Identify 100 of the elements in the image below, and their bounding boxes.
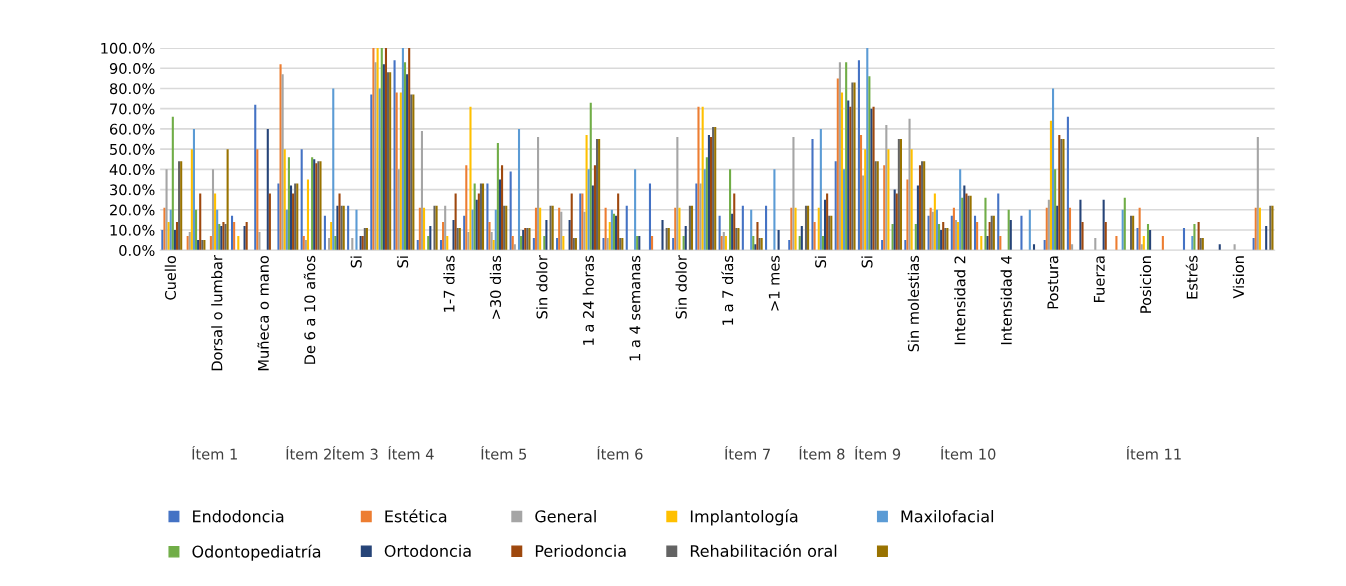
bar — [283, 149, 286, 251]
bar — [720, 236, 723, 251]
bar — [195, 209, 198, 251]
y-tick-label: 30.0% — [110, 184, 155, 196]
bar — [940, 230, 943, 251]
bar — [817, 207, 820, 251]
bar — [1256, 137, 1259, 251]
bar — [492, 240, 495, 251]
bar — [777, 230, 780, 251]
bar — [1054, 169, 1057, 251]
x-tick-label: Si — [350, 256, 362, 268]
bar — [534, 207, 538, 251]
text: Ítem 6 — [597, 445, 643, 460]
bar — [811, 139, 814, 251]
bar — [490, 232, 493, 251]
bar — [169, 209, 172, 251]
legend-label: Maxilofacial — [901, 510, 994, 523]
text: Ítem 10 — [941, 445, 996, 460]
bar — [190, 149, 193, 251]
bar — [862, 175, 865, 251]
bar — [933, 193, 936, 251]
x-tick-label: 1 a 24 horas — [582, 255, 594, 345]
bar — [1045, 207, 1048, 251]
bar — [752, 236, 755, 251]
bar — [672, 238, 675, 251]
bar — [1009, 219, 1012, 251]
bar — [1104, 221, 1107, 251]
bar — [570, 193, 573, 251]
bar — [374, 62, 377, 251]
bar — [442, 221, 445, 251]
bar — [661, 219, 664, 251]
bar — [792, 137, 795, 251]
bar — [973, 215, 977, 251]
y-tick-label: 70.0% — [110, 103, 155, 115]
bar — [724, 236, 727, 251]
bar — [330, 221, 333, 251]
bar — [604, 207, 607, 251]
bar — [334, 236, 337, 251]
bar — [511, 236, 514, 251]
bar — [625, 205, 628, 251]
bar — [684, 225, 687, 251]
bar — [819, 128, 822, 251]
bar — [1066, 116, 1069, 251]
bar — [986, 236, 989, 251]
bar — [323, 215, 326, 251]
bar — [338, 193, 341, 251]
bar — [891, 223, 894, 251]
bar — [773, 169, 776, 251]
bar — [254, 104, 257, 251]
bar — [859, 134, 863, 251]
bar — [1193, 223, 1196, 251]
bar — [513, 244, 516, 251]
bar — [999, 236, 1002, 251]
bar — [372, 48, 375, 251]
bar — [883, 165, 886, 251]
bar — [918, 165, 922, 251]
bar — [1123, 197, 1126, 251]
bar — [501, 165, 504, 251]
x-tick-label: Cuello — [164, 255, 177, 300]
x-tick-label: Sin dolor — [536, 255, 548, 319]
bar — [245, 221, 248, 251]
bar — [1102, 199, 1105, 251]
bar — [1218, 244, 1221, 251]
bar — [423, 207, 426, 251]
bar — [976, 221, 979, 251]
bar — [798, 236, 801, 251]
bar — [197, 240, 200, 251]
bar — [167, 221, 170, 251]
bar — [927, 215, 930, 251]
bar — [836, 78, 839, 251]
bar — [705, 157, 708, 251]
bar — [477, 193, 480, 251]
bar — [1161, 236, 1164, 251]
bar — [258, 232, 261, 251]
bar — [800, 225, 803, 251]
bar — [843, 169, 846, 251]
bar — [980, 236, 983, 251]
x-tick-label: 1 a 7 días — [721, 255, 734, 325]
bar — [378, 88, 381, 251]
bar — [289, 185, 293, 251]
bar — [1049, 120, 1052, 251]
bar — [237, 236, 240, 251]
bar — [473, 183, 476, 251]
bar — [950, 215, 953, 251]
bar — [750, 209, 753, 251]
bar — [214, 193, 217, 251]
bar — [881, 240, 884, 251]
bar — [230, 215, 234, 251]
x-tick-label: Muñeca o mano — [257, 255, 269, 371]
y-tick-label: 90.0% — [109, 62, 155, 75]
bar — [845, 62, 848, 251]
bar — [788, 240, 791, 251]
bar — [952, 207, 955, 251]
bar — [556, 238, 559, 251]
bar — [1058, 134, 1061, 251]
legend-label: Odontopediatría — [192, 544, 321, 561]
legend-label: Ortodoncia — [384, 544, 471, 557]
legend-label: General — [535, 510, 596, 523]
bar — [266, 128, 269, 251]
bar — [475, 199, 478, 251]
